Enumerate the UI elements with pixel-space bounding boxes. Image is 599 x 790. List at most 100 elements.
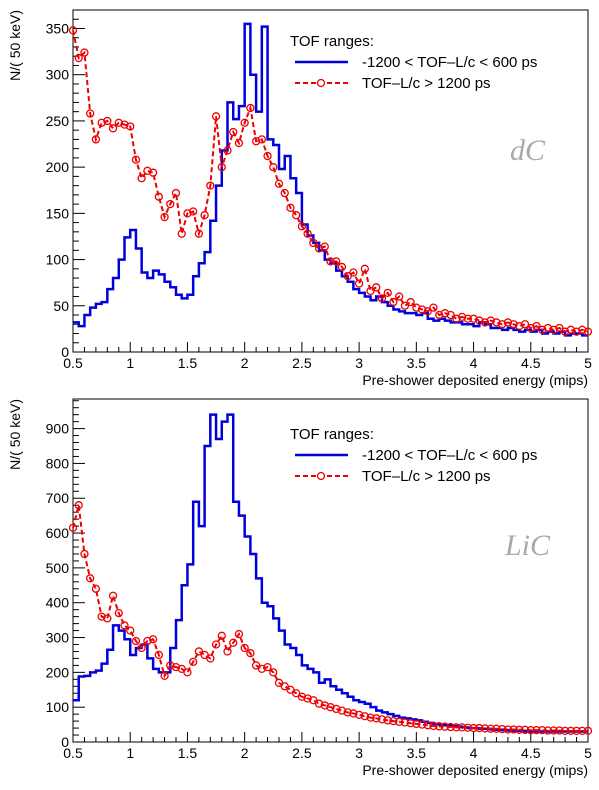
x-axis-title: Pre-shower deposited energy (mips) — [362, 762, 588, 778]
dashed-series-marker — [126, 626, 135, 635]
dashed-series-marker — [475, 316, 484, 325]
dashed-series-marker — [578, 726, 587, 736]
dashed-series-marker — [354, 710, 364, 719]
dashed-series-marker — [234, 138, 244, 148]
dashed-series-marker — [549, 726, 558, 735]
y-tick-label: 50 — [53, 298, 69, 314]
dashed-series-marker — [108, 591, 118, 600]
dashed-series-marker — [206, 654, 215, 663]
dashed-series-marker — [97, 118, 106, 127]
dashed-series-marker — [383, 716, 392, 725]
dashed-series-marker — [463, 314, 472, 323]
dashed-series-marker — [543, 323, 553, 333]
dashed-series-marker — [320, 242, 329, 251]
dashed-series-marker — [269, 668, 278, 677]
dashed-series-marker — [211, 112, 221, 121]
y-tick-label: 300 — [46, 67, 70, 83]
dashed-series-marker — [280, 188, 289, 198]
dashed-series-marker — [480, 318, 490, 327]
y-axis-title: N/( 50 keV) — [7, 10, 23, 81]
dashed-series-marker — [435, 310, 444, 320]
dashed-series-marker — [160, 212, 169, 222]
dashed-series-marker — [372, 714, 381, 723]
dashed-series-marker — [206, 181, 215, 190]
dashed-series-marker — [423, 307, 432, 316]
x-tick-label: 5 — [584, 745, 592, 761]
dashed-series-marker — [292, 211, 301, 220]
dashed-series-marker — [194, 229, 204, 238]
dashed-series-marker — [440, 309, 450, 318]
dashed-series-marker — [240, 118, 249, 127]
dashed-series-marker — [377, 715, 387, 724]
dashed-series-marker — [200, 211, 209, 220]
dashed-series-marker — [452, 723, 461, 732]
y-tick-label: 300 — [46, 630, 70, 646]
dashed-series-marker — [246, 103, 255, 113]
dashed-series-marker — [349, 709, 358, 718]
dashed-series-marker — [332, 704, 341, 714]
dashed-series-marker — [383, 288, 392, 297]
y-tick-label: 100 — [46, 699, 70, 715]
dashed-series-marker — [297, 692, 307, 701]
dashed-series-marker — [354, 279, 364, 288]
dashed-series-marker — [520, 725, 530, 734]
dashed-series-marker — [263, 662, 272, 672]
dashed-series-marker — [337, 706, 347, 715]
dashed-series-marker — [578, 325, 587, 334]
dashed-series-marker — [532, 726, 541, 735]
dashed-series-marker — [560, 327, 570, 336]
legend-label: TOF–L/c > 1200 ps — [362, 75, 491, 92]
y-tick-label: 700 — [46, 490, 70, 506]
dashed-series-marker — [229, 638, 238, 647]
dashed-series-marker — [469, 723, 478, 733]
dashed-series-marker — [332, 257, 341, 266]
dashed-series-marker — [532, 321, 541, 331]
dashed-series-marker — [309, 238, 318, 248]
dashed-series-marker — [498, 724, 507, 734]
dashed-series-marker — [148, 168, 158, 177]
dashed-series-marker — [177, 229, 186, 238]
y-axis-title: N/( 50 keV) — [7, 399, 23, 470]
dashed-series-marker — [509, 320, 518, 329]
dashed-series-marker — [314, 699, 324, 708]
y-tick-label: 900 — [46, 421, 70, 437]
dashed-series-marker — [492, 724, 501, 733]
x-tick-label: 3.5 — [407, 745, 427, 761]
y-tick-label: 350 — [46, 20, 70, 36]
dashed-series-marker — [475, 723, 484, 733]
dashed-series-marker — [229, 127, 238, 137]
dashed-series-marker — [372, 283, 381, 292]
dashed-series-marker — [412, 719, 421, 729]
dashed-series-marker — [251, 137, 261, 146]
dashed-series-marker — [583, 327, 593, 336]
dashed-series-marker — [583, 726, 593, 736]
dashed-series-marker — [103, 614, 112, 623]
dashed-series-marker — [515, 725, 524, 734]
dashed-series-marker — [572, 327, 581, 336]
x-tick-label: 2.5 — [292, 355, 312, 371]
dashed-series-marker — [417, 305, 427, 314]
x-tick-label: 0.5 — [63, 355, 83, 371]
x-tick-label: 4.5 — [521, 745, 541, 761]
dashed-series-marker — [389, 716, 398, 726]
dashed-series-marker — [86, 109, 95, 118]
dashed-series-marker — [74, 501, 83, 510]
dashed-series-marker — [303, 694, 312, 703]
x-tick-label: 0.5 — [63, 745, 83, 761]
x-axis-title: Pre-shower deposited energy (mips) — [362, 372, 588, 388]
dashed-series-marker — [143, 636, 152, 646]
dashed-series-marker — [74, 53, 83, 63]
y-tick-label: 200 — [46, 664, 70, 680]
dashed-series-marker — [269, 162, 278, 172]
plot-frame — [72, 9, 589, 353]
dashed-series-marker — [343, 708, 352, 717]
dashed-series-marker — [303, 229, 312, 238]
y-tick-label: 0 — [61, 344, 69, 360]
dashed-series-marker — [297, 222, 307, 231]
dashed-series-marker — [148, 635, 158, 644]
dashed-series-marker — [114, 609, 123, 618]
dashed-series-marker — [91, 584, 101, 593]
dashed-series-marker — [274, 179, 284, 188]
dashed-series-marker — [503, 725, 513, 734]
